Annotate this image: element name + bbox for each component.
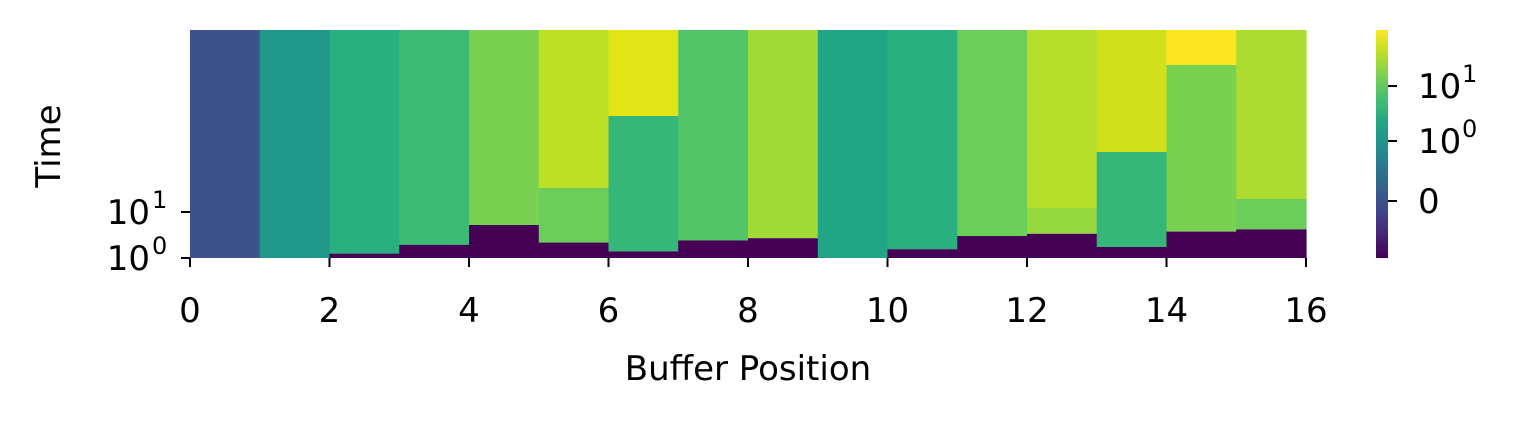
heatmap-cell (887, 30, 958, 250)
x-tick-label: 16 (1284, 291, 1327, 331)
heatmap-cell (1027, 30, 1098, 208)
colorbar: 10 110 00 (1376, 30, 1477, 258)
heatmap-cell (957, 236, 1028, 258)
colorbar-gradient (1376, 30, 1388, 258)
y-tick-label: 10 (107, 239, 150, 279)
heatmap-cell (538, 30, 610, 188)
heatmap-cell (469, 30, 540, 225)
x-tick-label: 2 (319, 291, 341, 331)
heatmap-cell (1236, 199, 1307, 230)
x-tick-label: 10 (866, 291, 909, 331)
heatmap-cell (1027, 208, 1098, 234)
heatmap-cell (1166, 30, 1237, 65)
heatmap-cell (469, 225, 540, 258)
heatmap-cell (748, 238, 819, 258)
heatmap-cell (608, 116, 679, 252)
x-tick-label: 8 (737, 291, 759, 331)
x-tick-label: 6 (598, 291, 620, 331)
colorbar-tick-exponent: 0 (1462, 115, 1477, 143)
heatmap-cell (538, 188, 610, 243)
heatmap-cell (608, 30, 679, 116)
y-tick-exponent: 0 (152, 232, 167, 260)
y-tick-label: 10 (107, 193, 150, 233)
heatmap-cells (190, 30, 1307, 258)
heatmap-cell (957, 30, 1028, 236)
colorbar-tick-label: 10 (1418, 67, 1461, 107)
heatmap-cell (678, 30, 749, 241)
heatmap-cell (399, 30, 470, 245)
heatmap-cell (399, 244, 470, 258)
heatmap-cell (1096, 30, 1168, 152)
x-tick-label: 12 (1005, 291, 1048, 331)
heatmap-cell (329, 30, 400, 254)
heatmap-cell (608, 251, 679, 258)
heatmap-cell (329, 253, 400, 258)
colorbar-tick-label: 10 (1418, 122, 1461, 162)
heatmap-cell (1096, 152, 1168, 247)
heatmap-cell (748, 30, 819, 239)
x-axis: 0 2 4 6 8 10 12 14 16 (179, 258, 1328, 331)
colorbar-tick-exponent: 1 (1462, 60, 1477, 88)
heatmap-cell (1096, 247, 1168, 258)
x-tick-label: 0 (179, 291, 201, 331)
heatmap-cell (678, 240, 749, 258)
heatmap-cell (1236, 30, 1307, 199)
x-tick-label: 4 (458, 291, 480, 331)
heatmap-cell (538, 242, 610, 258)
heatmap-cell (817, 30, 889, 258)
x-axis-label: Buffer Position (625, 349, 871, 389)
y-axis-label: Time (29, 104, 69, 188)
heatmap-cell (190, 30, 261, 258)
colorbar-tick-label: 0 (1418, 182, 1440, 222)
heatmap-cell (259, 30, 331, 258)
heatmap-cell (1166, 65, 1237, 232)
heatmap-cell (1027, 233, 1098, 258)
y-tick-exponent: 1 (152, 186, 167, 214)
x-tick-label: 14 (1145, 291, 1188, 331)
heatmap-cell (887, 249, 958, 258)
heatmap-cell (1166, 231, 1237, 258)
heatmap-cell (1236, 229, 1307, 258)
